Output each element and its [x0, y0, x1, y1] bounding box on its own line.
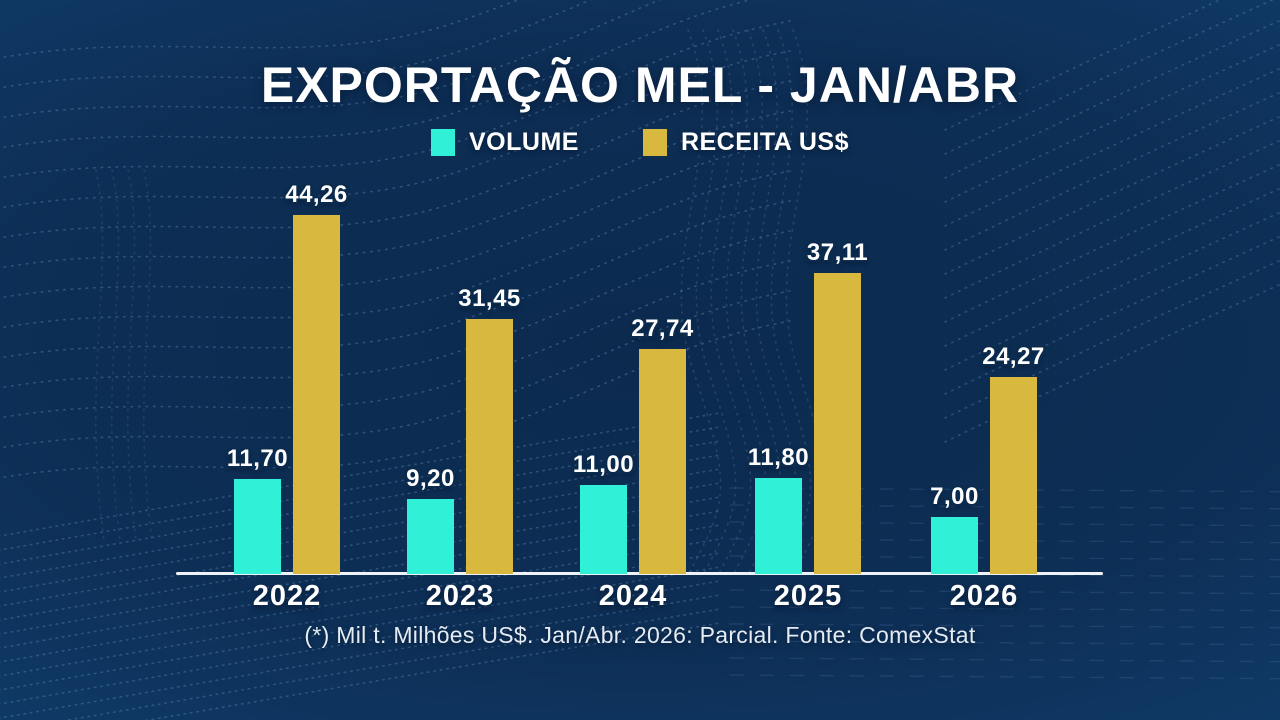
legend: VOLUME RECEITA US$ — [0, 128, 1280, 157]
value-label-volume-2026: 7,00 — [930, 483, 979, 510]
bar-volume-2025 — [755, 478, 802, 574]
bar-receita-us-2022 — [293, 215, 340, 574]
legend-swatch-volume — [431, 129, 455, 156]
legend-swatch-receita-us — [642, 129, 667, 156]
value-label-volume-2023: 9,20 — [406, 465, 455, 492]
x-tick-label-2022: 2022 — [252, 580, 322, 612]
value-label-receita-us-2022: 44,26 — [285, 181, 348, 208]
value-label-receita-us-2023: 31,45 — [458, 285, 521, 312]
bar-receita-us-2026 — [990, 377, 1037, 574]
source-note: (*) Mil t. Milhões US$. Jan/Abr. 2026: P… — [304, 622, 976, 648]
legend-label-volume: VOLUME — [469, 128, 579, 156]
x-tick-label-2023: 2023 — [425, 580, 495, 612]
value-label-volume-2022: 11,70 — [226, 445, 289, 472]
bar-volume-2026 — [931, 517, 978, 574]
bar-receita-us-2024 — [639, 349, 686, 574]
x-tick-label-2024: 2024 — [598, 580, 668, 612]
value-label-volume-2024: 11,00 — [572, 451, 635, 478]
legend-label-receita-us: RECEITA US$ — [680, 128, 849, 156]
value-label-receita-us-2026: 24,27 — [982, 343, 1045, 370]
value-label-receita-us-2025: 37,11 — [806, 239, 869, 266]
chart-title: EXPORTAÇÃO MEL - JAN/ABR — [260, 57, 1020, 113]
bar-volume-2022 — [234, 479, 281, 574]
value-label-volume-2025: 11,80 — [747, 444, 810, 471]
bar-volume-2024 — [580, 485, 627, 574]
legend-item-volume: VOLUME — [431, 128, 579, 157]
x-tick-label-2025: 2025 — [773, 580, 843, 612]
bar-volume-2023 — [407, 499, 454, 574]
legend-item-receita-us: RECEITA US$ — [642, 128, 849, 157]
bar-receita-us-2023 — [466, 319, 513, 574]
bar-receita-us-2025 — [814, 273, 861, 574]
value-label-receita-us-2024: 27,74 — [631, 315, 694, 342]
x-tick-label-2026: 2026 — [949, 580, 1019, 612]
